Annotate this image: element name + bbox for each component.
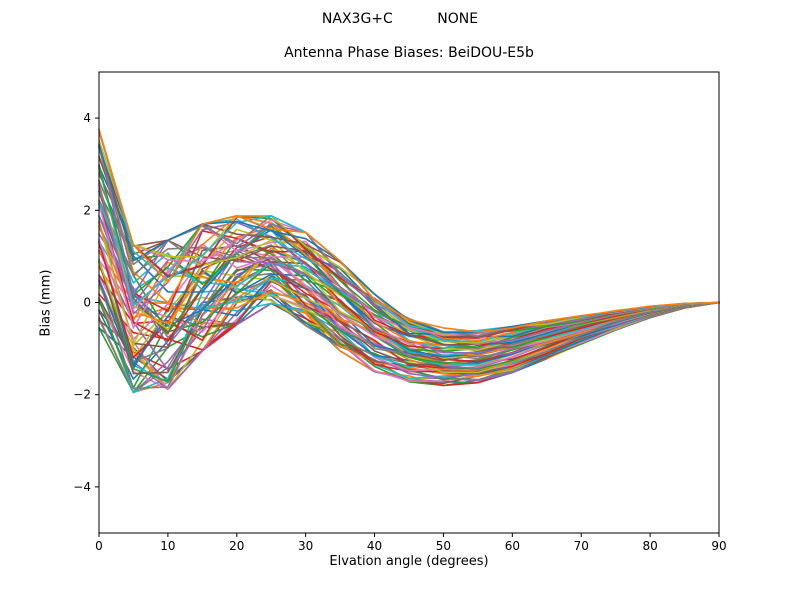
- y-tick-label: −4: [73, 480, 91, 494]
- y-axis-label: Bias (mm): [38, 269, 54, 337]
- x-tick-label: 80: [642, 539, 657, 553]
- y-tick-label: −2: [73, 388, 91, 402]
- series-line: [98, 290, 720, 391]
- x-tick-label: 10: [160, 539, 175, 553]
- y-tick-label: 2: [83, 203, 91, 217]
- figure-suptitle: NAX3G+C NONE: [321, 11, 479, 27]
- x-tick-label: 20: [229, 539, 244, 553]
- x-tick-label: 60: [505, 539, 520, 553]
- x-tick-label: 40: [367, 539, 382, 553]
- series-line: [98, 128, 720, 333]
- x-tick-label: 0: [95, 539, 103, 553]
- x-tick-label: 90: [711, 539, 726, 553]
- y-tick-label: 4: [83, 111, 91, 125]
- x-tick-label: 30: [298, 539, 313, 553]
- series-layer: [98, 128, 720, 394]
- x-tick-label: 50: [436, 539, 451, 553]
- x-axis: 0 10 20 30 40 50 60 70 80 90: [95, 533, 727, 553]
- y-tick-label: 0: [83, 296, 91, 310]
- x-tick-label: 70: [574, 539, 589, 553]
- y-axis: −4 −2 0 2 4: [73, 111, 99, 494]
- x-axis-label: Elvation angle (degrees): [329, 554, 489, 569]
- axes-title: Antenna Phase Biases: BeiDOU-E5b: [284, 45, 534, 61]
